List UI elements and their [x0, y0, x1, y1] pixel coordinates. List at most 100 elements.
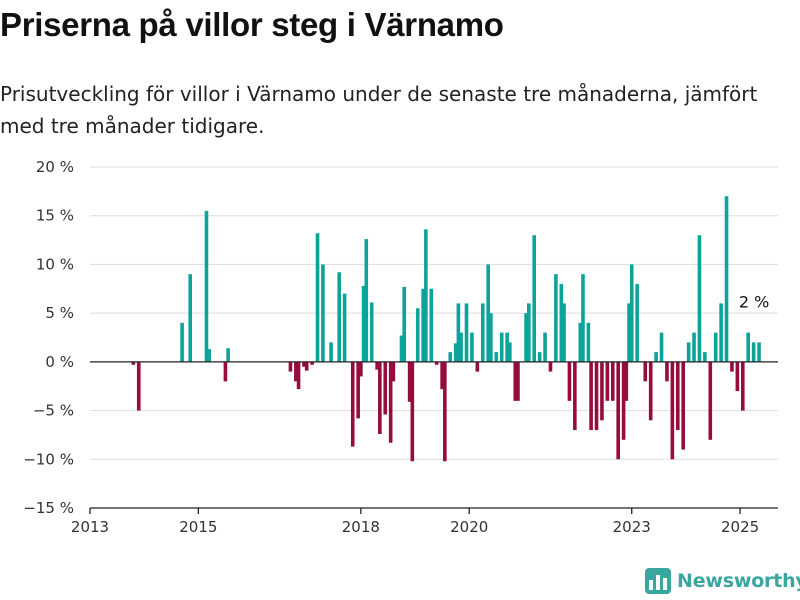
x-tick-label: 2023: [613, 518, 651, 536]
bar: [686, 342, 691, 362]
bar: [629, 264, 634, 362]
bar: [624, 361, 629, 401]
bar: [581, 274, 585, 362]
bar: [383, 361, 388, 415]
bar: [532, 235, 537, 362]
bar: [697, 235, 702, 362]
bar: [434, 361, 439, 365]
bar: [578, 322, 583, 362]
y-tick-label: 10 %: [36, 255, 74, 273]
y-tick-label: −5 %: [33, 402, 74, 420]
bar: [486, 264, 490, 362]
y-tick-label: 20 %: [36, 158, 74, 176]
bar: [499, 332, 504, 362]
bar: [223, 361, 228, 382]
bar: [304, 361, 309, 371]
bar: [480, 303, 485, 362]
bar: [302, 361, 306, 367]
bar: [670, 361, 675, 460]
bar: [310, 361, 314, 365]
bar: [735, 361, 740, 392]
x-tick-label: 2018: [342, 518, 380, 536]
bar: [204, 210, 209, 362]
bar: [226, 348, 230, 362]
bar: [294, 361, 298, 382]
bar: [757, 342, 761, 362]
bar: [610, 361, 615, 401]
bar: [730, 361, 734, 372]
bar: [489, 313, 493, 362]
bar: [616, 361, 620, 460]
bar: [751, 342, 756, 362]
last-value-annotation: 2 %: [739, 292, 769, 311]
chart-subtitle: Prisutveckling för villor i Värnamo unde…: [0, 82, 758, 138]
bar: [375, 361, 379, 370]
bar: [508, 342, 512, 362]
bar: [180, 322, 184, 362]
bar: [513, 361, 518, 401]
bar: [464, 303, 469, 362]
bar: [321, 264, 325, 362]
bar: [136, 361, 141, 411]
bar: [537, 352, 542, 362]
bar: [448, 352, 453, 362]
bar: [654, 352, 658, 362]
x-tick-label: 2015: [179, 518, 217, 536]
bar: [361, 285, 366, 362]
bar: [342, 293, 347, 362]
bar: [746, 332, 751, 362]
bar: [364, 239, 369, 362]
bar: [516, 361, 520, 401]
bar: [494, 352, 499, 362]
chart-title: Priserna på villor steg i Värnamo: [0, 6, 504, 43]
bar: [424, 229, 428, 362]
bar: [315, 233, 320, 362]
bar: [524, 313, 528, 362]
y-tick-label: −10 %: [23, 450, 74, 468]
bar: [659, 332, 664, 362]
bar: [131, 361, 136, 365]
bar: [675, 361, 680, 431]
bar: [475, 361, 480, 372]
newsworthy-logo: Newsworthy: [645, 568, 800, 594]
bar: [600, 361, 604, 421]
bar: [378, 361, 382, 434]
bar: [543, 332, 547, 362]
bar: [621, 361, 626, 440]
bar: [407, 361, 412, 402]
bar: [562, 303, 566, 362]
bar: [713, 332, 718, 362]
bar: [337, 272, 341, 362]
bar-chart: 20 % 15 % 10 % 5 % 0 % −5 % −10 % −15 %2013 2015…: [23, 158, 778, 536]
x-tick-label: 2013: [71, 518, 109, 536]
bar: [456, 303, 461, 362]
bar: [399, 335, 404, 362]
bar: [665, 361, 669, 382]
bar: [681, 361, 685, 450]
bar: [589, 361, 593, 431]
bar: [627, 303, 631, 362]
bar: [410, 361, 415, 462]
bar-chart-logo-icon: [645, 568, 671, 594]
bar: [554, 274, 558, 362]
bar: [548, 361, 553, 372]
bar: [402, 286, 407, 362]
bar: [459, 332, 463, 362]
bar: [573, 361, 577, 431]
bar: [740, 361, 745, 411]
bar: [567, 361, 572, 401]
bar: [594, 361, 599, 431]
bar: [724, 196, 729, 362]
bar: [369, 302, 374, 362]
bar: [692, 332, 696, 362]
bar: [643, 361, 648, 382]
bar: [440, 361, 444, 390]
y-tick-label: 0 %: [45, 353, 74, 371]
bar: [188, 274, 193, 362]
y-tick-label: −15 %: [23, 499, 74, 517]
bar: [388, 361, 393, 443]
bar: [708, 361, 713, 440]
y-tick-label: 5 %: [45, 304, 74, 322]
bar: [356, 361, 360, 419]
bar: [415, 308, 420, 362]
